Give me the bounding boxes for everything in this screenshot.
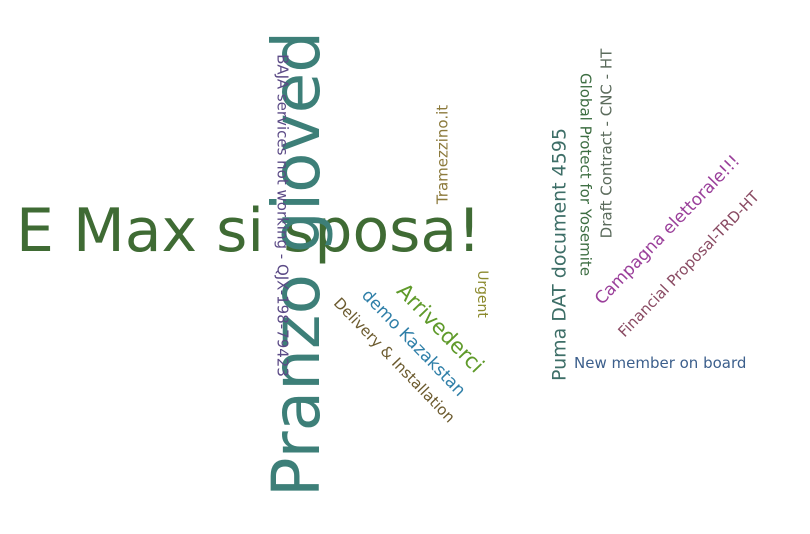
- word-baja-services[interactable]: BAJA services not working - QJX-198-7942…: [273, 54, 292, 377]
- word-tramezzino[interactable]: Tramezzino.it: [433, 104, 452, 205]
- word-global-protect[interactable]: Global Protect for Yosemite: [576, 72, 595, 277]
- word-puma-dat-document[interactable]: Puma DAT document 4595: [548, 127, 571, 382]
- word-draft-contract[interactable]: Draft Contract - CNC - HT: [597, 48, 616, 239]
- word-urgent[interactable]: Urgent: [474, 270, 490, 318]
- word-new-member[interactable]: New member on board: [574, 354, 747, 372]
- word-e-max-si-sposa[interactable]: E Max si sposa!: [16, 196, 482, 266]
